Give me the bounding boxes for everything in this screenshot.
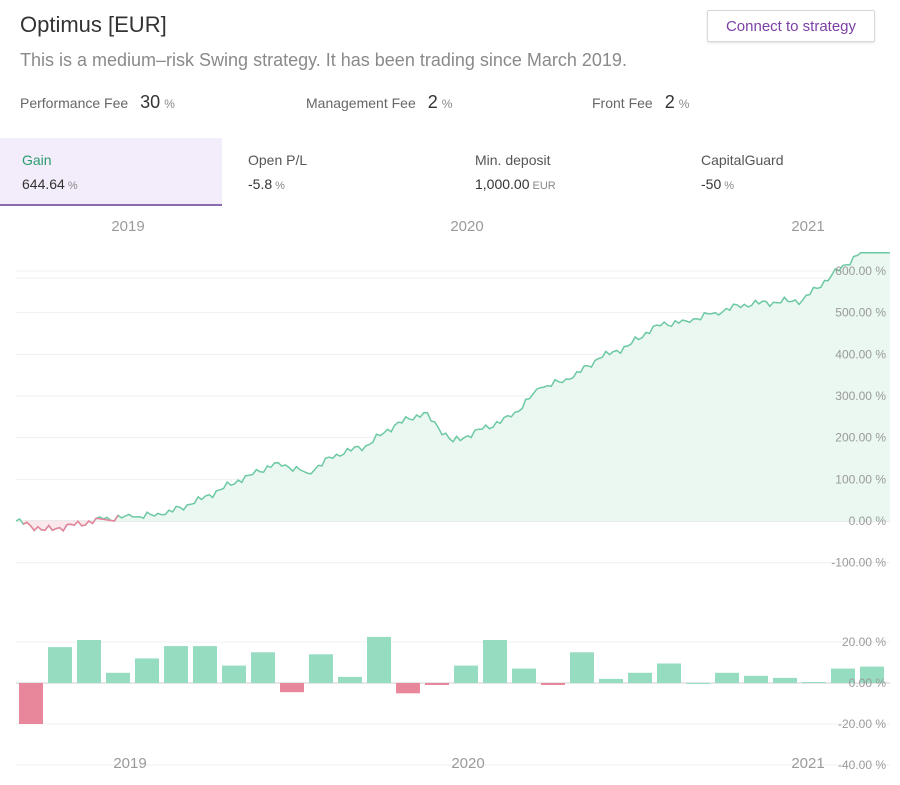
open-pl-value: -5.8 — [248, 176, 273, 192]
management-fee: Management Fee 2 % — [306, 92, 452, 113]
bottom-year-label-2021: 2021 — [791, 755, 824, 772]
bar-tick-label: 0.00 % — [849, 676, 887, 690]
gain-positive-area — [16, 252, 890, 521]
bar-2019-11 — [396, 683, 420, 694]
min-deposit-unit: EUR — [532, 180, 556, 192]
stats-tabs: Gain 644.64% Open P/L -5.8% Min. deposit… — [0, 138, 900, 206]
bar-2019-06 — [251, 652, 275, 684]
performance-fee-unit: % — [164, 97, 175, 111]
bar-2020-05 — [570, 652, 594, 684]
gain-tick-label: 300.00 % — [835, 389, 886, 403]
gain-tick-label: 200.00 % — [835, 431, 886, 445]
bar-2018-11 — [48, 647, 72, 683]
connect-to-strategy-button[interactable]: Connect to strategy — [707, 10, 875, 42]
bottom-year-label-2020: 2020 — [451, 755, 484, 772]
bar-2019-05 — [222, 665, 246, 683]
bar-2019-03 — [164, 646, 188, 683]
bar-2020-11 — [744, 675, 768, 683]
bar-2019-08 — [309, 654, 333, 683]
bar-2019-04 — [193, 646, 217, 683]
fees-row: Performance Fee 30 % Management Fee 2 % … — [0, 92, 900, 120]
bar-2020-01 — [454, 665, 478, 683]
management-fee-unit: % — [441, 97, 453, 111]
top-year-label-2021: 2021 — [791, 218, 824, 235]
page-title: Optimus [EUR] — [20, 12, 167, 37]
bar-tick-label: -40.00 % — [838, 758, 886, 772]
monthly-bars — [19, 636, 884, 724]
strategy-description: This is a medium–risk Swing strategy. It… — [20, 50, 627, 70]
tab-capitalguard[interactable]: CapitalGuard -50% — [679, 138, 900, 206]
open-pl-label: Open P/L — [248, 152, 308, 168]
gain-area-chart — [15, 251, 890, 532]
performance-fee-value: 30 — [140, 92, 161, 112]
gain-gridlines — [16, 270, 890, 564]
tab-min-deposit[interactable]: Min. deposit 1,000.00 EUR — [453, 138, 675, 206]
bar-2020-12 — [773, 677, 797, 683]
bar-tick-label: 20.00 % — [842, 635, 886, 649]
tab-open-pl[interactable]: Open P/L -5.8% — [226, 138, 448, 206]
min-deposit-label: Min. deposit — [475, 152, 551, 168]
bar-2019-10 — [367, 636, 391, 683]
bar-y-axis: 20.00 % 0.00 % -20.00 % -40.00 % — [838, 635, 886, 772]
management-fee-label: Management Fee — [306, 95, 416, 111]
gain-negative-area — [16, 521, 890, 531]
bar-2020-06 — [599, 678, 623, 683]
gain-tick-label: 600.00 % — [835, 264, 886, 278]
bar-2020-09 — [686, 683, 710, 684]
tab-gain[interactable]: Gain 644.64% — [0, 138, 222, 206]
gain-negative-line — [22, 514, 119, 532]
bottom-year-axis: 2019 2020 2021 — [113, 755, 824, 772]
bar-2020-10 — [715, 672, 739, 684]
bar-2019-09 — [338, 676, 362, 683]
front-fee-label: Front Fee — [592, 95, 653, 111]
bar-2021-03 — [860, 666, 884, 683]
gain-line — [15, 251, 890, 532]
performance-fee-label: Performance Fee — [20, 95, 129, 111]
bottom-year-label-2019: 2019 — [113, 755, 146, 772]
top-year-label-2020: 2020 — [450, 218, 483, 235]
gain-y-axis: 600.00 % 500.00 % 400.00 % 300.00 % 200.00 %… — [831, 264, 886, 570]
bar-2018-12 — [77, 640, 101, 683]
bar-2020-04 — [541, 683, 565, 685]
gain-tick-label: 500.00 % — [835, 306, 886, 320]
bar-2019-12 — [425, 683, 449, 685]
bar-2019-01 — [106, 672, 130, 684]
open-pl-unit: % — [275, 180, 285, 192]
gain-unit: % — [67, 180, 78, 192]
bar-2020-02 — [483, 640, 507, 683]
bar-2019-07 — [280, 683, 304, 693]
gain-value: 644.64 — [22, 176, 65, 192]
capitalguard-label: CapitalGuard — [701, 152, 784, 168]
bar-2020-03 — [512, 668, 536, 683]
min-deposit-value: 1,000.00 — [475, 176, 530, 192]
bar-2021-01 — [802, 682, 826, 683]
top-year-axis: 2019 2020 2021 — [111, 218, 824, 235]
capitalguard-value: -50 — [701, 176, 722, 192]
front-fee: Front Fee 2 % — [592, 92, 689, 113]
bar-gridlines — [16, 641, 890, 766]
management-fee-value: 2 — [427, 92, 438, 112]
bar-tick-label: -20.00 % — [838, 717, 886, 731]
gain-tick-label: 0.00 % — [849, 514, 887, 528]
front-fee-unit: % — [678, 97, 690, 111]
top-year-label-2019: 2019 — [111, 218, 144, 235]
bar-2019-02 — [135, 658, 159, 683]
gain-tick-label: -100.00 % — [831, 556, 886, 570]
gain-tick-label: 400.00 % — [835, 347, 886, 361]
performance-fee: Performance Fee 30 % — [20, 92, 175, 113]
front-fee-value: 2 — [664, 92, 675, 112]
bar-2021-02 — [831, 668, 855, 683]
capitalguard-unit: % — [724, 180, 735, 192]
gain-tick-label: 100.00 % — [835, 472, 886, 486]
bar-2018-10 — [19, 683, 43, 724]
bar-2020-08 — [657, 663, 681, 683]
bar-2020-07 — [628, 672, 652, 684]
gain-label: Gain — [22, 152, 52, 168]
